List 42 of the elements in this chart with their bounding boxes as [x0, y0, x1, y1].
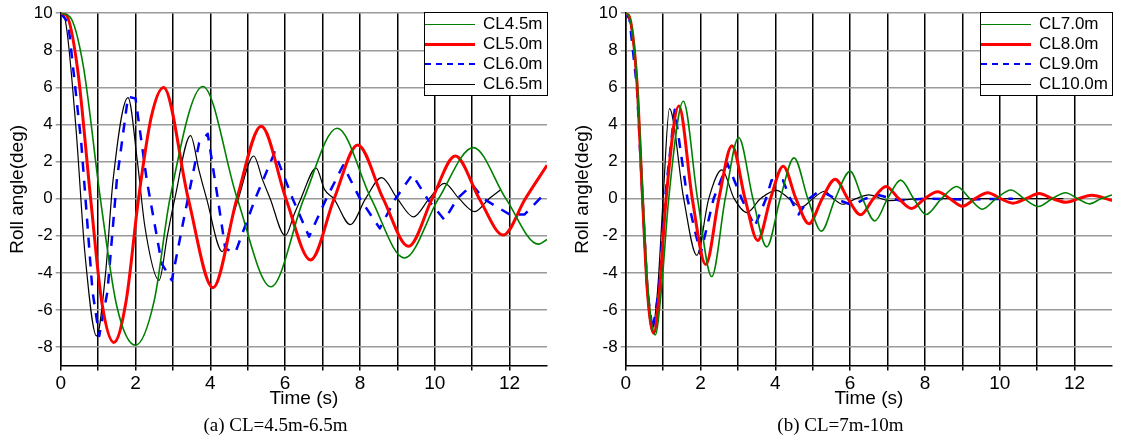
- y-tick-label: -4: [602, 262, 618, 282]
- y-axis-title: Roll angle(deg): [570, 124, 592, 254]
- x-tick-label: 12: [1064, 372, 1086, 394]
- y-tick-label: 6: [43, 77, 53, 97]
- legend-label: CL6.0m: [483, 54, 543, 75]
- y-tick-label: -2: [602, 225, 618, 245]
- y-tick-label: 4: [43, 114, 53, 134]
- y-tick-label: 8: [43, 39, 53, 59]
- y-tick-label: 10: [598, 2, 618, 22]
- x-tick-label: 8: [919, 372, 931, 394]
- x-tick-label: 2: [695, 372, 706, 394]
- legend-label: CL4.5m: [483, 14, 543, 35]
- x-tick-label: 2: [130, 372, 141, 394]
- y-tick-label: -2: [37, 225, 53, 245]
- legend-label: CL10.0m: [1039, 74, 1108, 95]
- y-tick-label: 2: [608, 151, 618, 171]
- legend-label: CL7.0m: [1039, 14, 1099, 35]
- y-tick-label: 0: [43, 188, 53, 208]
- y-tick-label: -8: [37, 336, 53, 356]
- y-tick-label: -6: [602, 299, 618, 319]
- y-tick-label: -4: [37, 262, 53, 282]
- x-tick-label: 12: [499, 372, 521, 394]
- legend-label: CL5.0m: [483, 34, 543, 55]
- legend-label: CL8.0m: [1039, 34, 1099, 55]
- x-tick-label: 10: [424, 372, 446, 394]
- y-tick-label: 2: [43, 151, 53, 171]
- text: (a) CL=4.5m-6.5m: [203, 413, 348, 436]
- x-tick-label: 10: [989, 372, 1011, 394]
- y-tick-label: 0: [608, 188, 618, 208]
- legend-label: CL6.5m: [483, 74, 543, 95]
- legend-label: CL9.0m: [1039, 54, 1099, 75]
- y-tick-label: -6: [37, 299, 53, 319]
- x-tick-label: 8: [354, 372, 366, 394]
- x-tick-label: 4: [205, 372, 217, 394]
- y-axis-title: Roll angle(deg): [5, 124, 27, 254]
- y-tick-label: -8: [602, 336, 618, 356]
- x-tick-label: 4: [770, 372, 782, 394]
- y-tick-label: 6: [608, 77, 618, 97]
- y-tick-label: 4: [608, 114, 618, 134]
- y-tick-label: 8: [608, 39, 618, 59]
- y-tick-label: 10: [33, 2, 53, 22]
- text: (b) CL=7m-10m: [777, 413, 904, 436]
